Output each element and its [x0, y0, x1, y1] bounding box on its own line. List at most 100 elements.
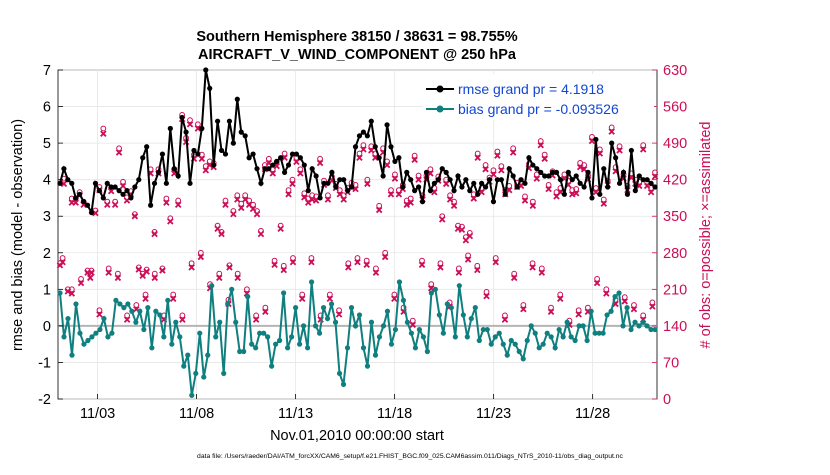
rmse-point: [81, 199, 87, 205]
rmse-point: [207, 85, 213, 91]
rmse-point: [384, 122, 390, 128]
rmse-point: [408, 177, 414, 183]
bias-point: [576, 323, 582, 329]
obs-possible-marker: [411, 152, 418, 159]
bias-point: [592, 330, 598, 336]
obs-low-assimilated-marker: [326, 295, 334, 302]
obs-possible-marker: [238, 200, 245, 207]
obs-possible-marker: [451, 198, 457, 205]
obs-low-assimilated-marker: [105, 269, 112, 276]
obs-assimilated-marker: [395, 191, 403, 198]
rmse-point: [506, 166, 512, 172]
obs-assimilated-marker: [135, 266, 143, 273]
obs-assimilated-marker: [541, 155, 548, 163]
obs-low-possible-marker: [631, 302, 637, 308]
rmse-point: [305, 188, 311, 194]
obs-assimilated-marker: [316, 159, 324, 167]
bias-point: [145, 305, 151, 311]
obs-possible-marker: [356, 150, 363, 157]
bias-point: [285, 345, 291, 351]
obs-low-assimilated-marker: [483, 292, 490, 300]
rmse-point: [112, 184, 118, 190]
bias-point: [201, 374, 207, 380]
rmse-point: [577, 180, 583, 186]
obs-possible-marker: [573, 186, 580, 192]
obs-assimilated-marker: [324, 196, 332, 203]
obs-possible-marker: [187, 117, 193, 124]
rmse-point: [613, 155, 619, 161]
obs-low-possible-marker: [244, 286, 250, 293]
left-tick-label: 2: [43, 246, 51, 262]
obs-low-assimilated-marker: [151, 274, 158, 282]
bias-point: [109, 330, 115, 336]
rmse-point: [73, 195, 79, 201]
rmse-point: [380, 173, 386, 179]
obs-assimilated-marker: [234, 196, 241, 203]
obs-assimilated-marker: [470, 195, 477, 202]
rmse-point: [404, 169, 410, 175]
rmse-point: [652, 184, 658, 190]
obs-assimilated-marker: [639, 146, 647, 153]
rmse-point: [423, 169, 430, 175]
rmse-point: [345, 188, 351, 194]
obs-low-assimilated-marker: [372, 269, 380, 276]
obs-assimilated-marker: [403, 201, 410, 208]
rmse-point: [266, 166, 272, 172]
bias-point: [69, 352, 75, 358]
bias-point: [233, 319, 239, 325]
bias-point: [464, 334, 470, 340]
rmse-point: [561, 191, 567, 197]
obs-low-assimilated-marker: [381, 253, 389, 261]
obs-possible-marker: [427, 166, 434, 173]
bias-point: [516, 348, 522, 355]
right-tick-label: 140: [663, 319, 687, 335]
left-tick-label: 3: [43, 209, 51, 225]
bias-point: [81, 341, 87, 347]
rmse-point: [419, 199, 426, 205]
obs-assimilated-marker: [257, 230, 265, 238]
bias-point: [245, 294, 251, 300]
legend-bias-label: bias grand pr = -0.093526: [458, 101, 619, 117]
obs-low-assimilated-marker: [77, 279, 85, 287]
obs-low-possible-marker: [96, 307, 103, 314]
rmse-point: [348, 184, 355, 190]
bias-point: [632, 319, 638, 325]
rmse-point: [471, 180, 477, 186]
bias-point: [229, 286, 235, 292]
bias-point: [73, 301, 79, 307]
obs-assimilated-marker: [608, 128, 615, 135]
obs-possible-marker: [194, 121, 201, 128]
rmse-point: [211, 162, 217, 168]
bias-point: [177, 334, 183, 340]
obs-low-possible-marker: [483, 289, 490, 295]
x-tick-label: 11/13: [278, 406, 313, 422]
left-tick-label: 1: [43, 282, 51, 298]
rmse-point: [100, 195, 106, 201]
obs-low-possible-marker: [511, 270, 518, 277]
obs-possible-marker: [415, 172, 422, 179]
obs-assimilated-marker: [277, 225, 284, 232]
bias-point: [520, 356, 526, 362]
obs-low-assimilated-marker: [593, 279, 601, 287]
left-tick-label: -1: [38, 355, 51, 371]
bias-point: [300, 323, 307, 329]
obs-low-assimilated-marker: [142, 295, 149, 302]
obs-possible-marker: [392, 171, 398, 178]
obs-assimilated-marker: [482, 165, 489, 173]
obs-assimilated-marker: [371, 154, 379, 161]
rmse-point: [144, 144, 150, 150]
rmse-point: [593, 136, 599, 143]
rmse-point: [467, 188, 473, 194]
obs-possible-marker: [265, 155, 272, 162]
obs-low-assimilated-marker: [216, 274, 223, 282]
rmse-point: [644, 177, 650, 183]
bias-point: [556, 326, 562, 333]
rmse-point: [490, 199, 497, 205]
bias-point: [213, 334, 219, 340]
obs-possible-marker: [297, 166, 304, 173]
obs-low-possible-marker: [575, 307, 582, 314]
rmse-point: [534, 166, 540, 172]
rmse-point: [274, 158, 280, 164]
bias-point: [65, 315, 71, 322]
